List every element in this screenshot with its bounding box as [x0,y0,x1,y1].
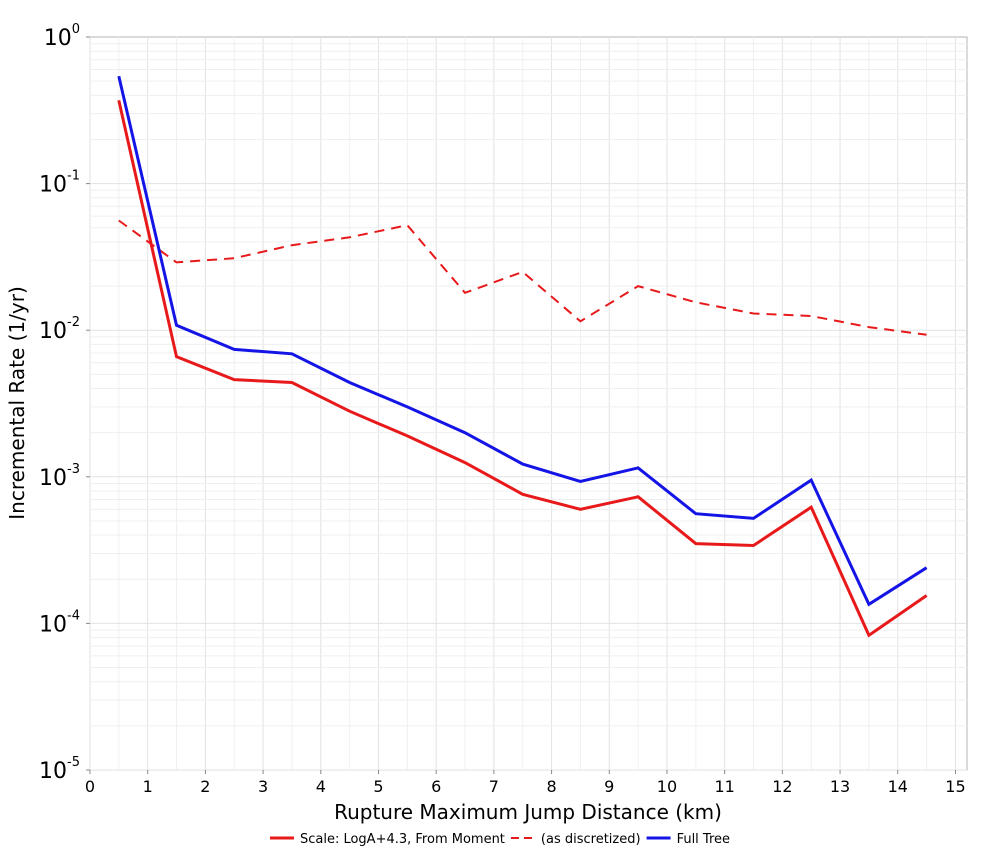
x-tick-label: 9 [604,777,614,796]
series-line-1 [117,99,928,638]
y-tick-label: 10-3 [39,462,80,491]
legend: Scale: LogA+4.3, From Moment (as discreti… [269,832,730,847]
y-tick-label: 10-2 [39,315,80,344]
x-tick-label: 7 [489,777,499,796]
x-tick-label: 0 [85,777,95,796]
legend-label-1: Scale: LogA+4.3, From Moment [300,832,505,847]
legend-label-3: Full Tree [677,832,730,847]
x-tick-label: 4 [316,777,326,796]
x-tick-label: 13 [830,777,850,796]
x-tick-label: 2 [200,777,210,796]
x-axis-title: Rupture Maximum Jump Distance (km) [334,800,722,824]
series-line-3 [117,75,928,607]
x-tick-label: 1 [143,777,153,796]
x-axis-ticks: 0 1 2 3 4 5 6 7 8 9 10 11 12 13 14 15 [85,770,966,796]
x-tick-label: 15 [945,777,965,796]
series-line-2 [118,219,927,336]
x-tick-label: 14 [888,777,908,796]
x-tick-label: 6 [431,777,441,796]
y-tick-label: 100 [44,22,80,51]
y-tick-label: 10-5 [39,755,80,784]
y-tick-label: 10-4 [39,608,80,637]
x-tick-label: 3 [258,777,268,796]
series-layer [117,75,928,638]
x-tick-label: 10 [657,777,677,796]
plot-area [89,36,968,771]
legend-label-2: (as discretized) [541,832,641,847]
x-tick-label: 12 [772,777,792,796]
y-tick-label: 10-1 [39,169,80,198]
x-tick-label: 8 [546,777,556,796]
y-axis-title: Incremental Rate (1/yr) [5,286,29,519]
grid [89,37,967,771]
x-tick-label: 5 [373,777,383,796]
y-axis-ticks: 100 10-1 10-2 10-3 10-4 10-5 [39,22,90,784]
x-tick-label: 11 [714,777,734,796]
